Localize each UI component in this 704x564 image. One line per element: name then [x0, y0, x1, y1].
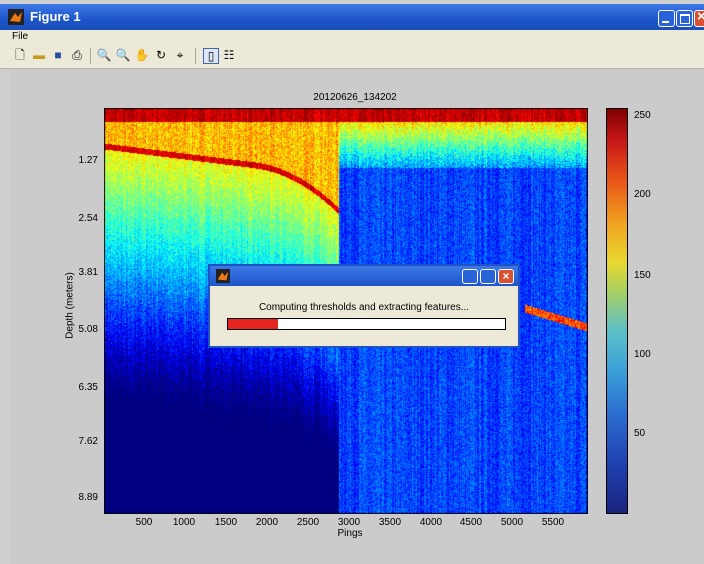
x-tick-label: 3500: [378, 517, 402, 528]
colorbar-tick-label: 250: [634, 110, 651, 121]
x-tick-label: 4000: [419, 517, 443, 528]
x-axis-label: Pings: [337, 528, 363, 539]
x-tick-label: 1500: [214, 517, 238, 528]
toolbar: 🗋 ▬ ■ ⎙ 🔍 🔍 ✋ ↻ ⌖ ▯ ☷: [0, 44, 704, 69]
x-tick-label: 3000: [337, 517, 361, 528]
colorbar[interactable]: [606, 108, 628, 514]
colorbar-tick-label: 200: [634, 189, 651, 200]
menu-bar: File: [0, 30, 704, 44]
x-tick-label: 500: [135, 517, 153, 528]
y-axis-label: Depth (meters): [64, 272, 76, 339]
progress-bar-fill: [228, 319, 278, 329]
menu-file[interactable]: File: [12, 31, 29, 42]
x-tick-label: 5000: [500, 517, 524, 528]
data-cursor-icon[interactable]: ⌖: [176, 48, 184, 62]
y-tick-label: 6.35: [78, 382, 98, 393]
x-tick-label: 1000: [172, 517, 196, 528]
colorbar-tick-label: 100: [634, 349, 651, 360]
maximize-button[interactable]: [676, 10, 693, 27]
progress-dialog: × Computing thresholds and extracting fe…: [208, 264, 520, 348]
print-icon[interactable]: ⎙: [72, 48, 82, 62]
x-tick-label: 2000: [255, 517, 279, 528]
y-tick-label: 5.08: [78, 324, 98, 335]
close-button[interactable]: [694, 8, 704, 27]
toolbar-separator: [90, 48, 91, 64]
matlab-logo-icon: [216, 269, 230, 283]
x-tick-label: 5500: [541, 517, 565, 528]
y-tick-label: 7.62: [78, 436, 98, 447]
pan-icon[interactable]: ✋: [134, 48, 150, 62]
open-icon[interactable]: ▬: [33, 48, 45, 62]
zoom-out-icon[interactable]: 🔍: [115, 48, 131, 62]
x-tick-label: 4500: [459, 517, 483, 528]
y-tick-label: 1.27: [78, 155, 98, 166]
rotate-icon[interactable]: ↻: [155, 48, 167, 62]
progress-message: Computing thresholds and extracting feat…: [258, 302, 470, 313]
colorbar-icon[interactable]: ▯: [203, 48, 219, 64]
toolbar-separator: [195, 48, 196, 64]
progress-bar: [227, 318, 506, 330]
colorbar-tick-label: 150: [634, 270, 651, 281]
legend-icon[interactable]: ☷: [223, 48, 235, 62]
dialog-minimize-button[interactable]: [462, 269, 478, 284]
window-title: Figure 1: [30, 9, 81, 24]
plot-title: 20120626_134202: [313, 92, 397, 103]
save-icon[interactable]: ■: [54, 48, 62, 62]
zoom-in-icon[interactable]: 🔍: [96, 48, 112, 62]
x-tick-label: 2500: [296, 517, 320, 528]
dialog-title-bar: ×: [210, 266, 518, 286]
dialog-maximize-button[interactable]: [480, 269, 496, 284]
colorbar-tick-label: 50: [634, 428, 646, 439]
y-tick-label: 2.54: [78, 213, 98, 224]
minimize-button[interactable]: [658, 10, 675, 27]
new-figure-icon[interactable]: 🗋: [15, 48, 25, 62]
title-bar: Figure 1: [0, 4, 704, 30]
y-tick-label: 3.81: [78, 267, 98, 278]
dialog-close-button[interactable]: ×: [498, 269, 514, 284]
matlab-logo-icon: [8, 9, 24, 25]
y-tick-label: 8.89: [78, 492, 98, 503]
